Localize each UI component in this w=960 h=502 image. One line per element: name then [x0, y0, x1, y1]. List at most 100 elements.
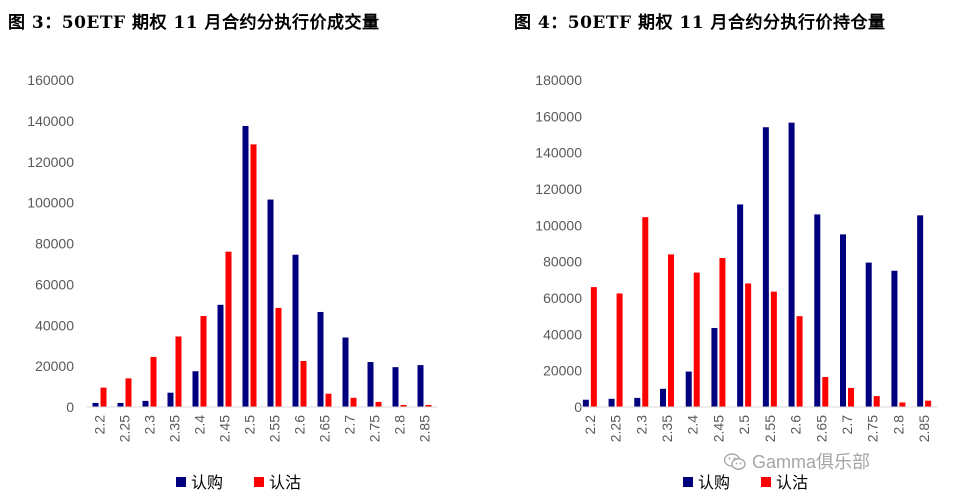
legend-swatch-put — [254, 477, 264, 487]
y-tick-label: 100000 — [27, 195, 74, 211]
call-bar — [737, 204, 744, 407]
y-tick-label: 20000 — [35, 358, 74, 374]
x-tick-label: 2.25 — [608, 415, 624, 442]
call-bar — [891, 270, 898, 407]
call-bar — [267, 199, 274, 407]
x-tick-label: 2.2 — [582, 415, 598, 435]
legend-swatch-call — [176, 477, 186, 487]
x-tick-label: 2.45 — [217, 415, 233, 442]
x-tick-label: 2.5 — [242, 415, 258, 435]
x-tick-label: 2.8 — [392, 415, 408, 435]
put-bar — [175, 336, 182, 407]
x-tick-label: 2.55 — [267, 415, 283, 442]
call-bar — [865, 262, 872, 407]
x-tick-label: 2.65 — [813, 415, 829, 442]
put-bar — [668, 254, 674, 407]
call-bar — [167, 392, 174, 407]
call-bar — [142, 400, 149, 407]
call-bar — [582, 399, 589, 407]
x-tick-label: 2.75 — [367, 415, 383, 442]
call-bar — [788, 122, 795, 408]
put-bar — [225, 251, 232, 407]
put-bar — [642, 217, 649, 407]
call-bar — [711, 327, 718, 407]
y-tick-label: 140000 — [535, 145, 582, 161]
x-tick-label: 2.25 — [117, 415, 133, 442]
call-bar — [192, 371, 199, 407]
put-bar — [100, 387, 107, 407]
x-tick-label: 2.45 — [710, 415, 726, 442]
call-bar — [660, 388, 666, 407]
x-tick-label: 2.7 — [342, 415, 358, 435]
y-tick-label: 80000 — [35, 236, 74, 252]
call-bar — [342, 337, 349, 407]
x-tick-label: 2.6 — [292, 415, 308, 435]
x-tick-label: 2.35 — [167, 415, 183, 442]
y-tick-label: 140000 — [27, 113, 74, 129]
legend-label-call: 认购 — [698, 474, 730, 492]
put-bar — [200, 316, 207, 407]
put-bar — [925, 400, 932, 407]
chart-title-open-interest: 图 4：50ETF 期权 11 月合约分执行价持仓量 — [514, 13, 886, 33]
put-bar — [400, 404, 407, 407]
y-tick-label: 40000 — [543, 326, 582, 342]
put-bar — [719, 258, 726, 407]
x-tick-label: 2.3 — [142, 415, 158, 435]
put-bar — [125, 378, 132, 407]
y-tick-label: 20000 — [543, 363, 582, 379]
put-bar — [250, 144, 257, 408]
y-tick-label: 160000 — [27, 72, 74, 88]
put-bar — [275, 307, 282, 407]
put-bar — [848, 387, 854, 407]
y-tick-label: 60000 — [543, 290, 582, 306]
y-tick-label: 100000 — [535, 217, 582, 233]
put-bar — [425, 404, 432, 407]
put-bar — [350, 397, 357, 407]
legend-swatch-call — [683, 477, 693, 487]
x-tick-label: 2.75 — [865, 415, 881, 442]
y-tick-label: 40000 — [35, 317, 74, 333]
y-tick-label: 80000 — [543, 254, 582, 270]
call-bar — [917, 215, 924, 407]
x-tick-label: 2.4 — [192, 415, 208, 435]
call-bar — [814, 214, 821, 407]
call-bar — [762, 127, 769, 407]
put-bar — [616, 293, 623, 407]
legend-swatch-put — [761, 477, 771, 487]
legend-label-call: 认购 — [191, 474, 223, 492]
call-bar — [367, 362, 374, 407]
put-bar — [150, 356, 157, 407]
x-tick-label: 2.2 — [92, 415, 108, 435]
y-tick-label: 180000 — [535, 72, 582, 88]
y-tick-label: 120000 — [27, 154, 74, 170]
put-bar — [375, 401, 382, 407]
put-bar — [796, 316, 803, 407]
call-bar — [317, 311, 324, 407]
put-bar — [300, 361, 307, 407]
x-tick-label: 2.55 — [762, 415, 778, 442]
call-bar — [242, 125, 249, 407]
put-bar — [325, 393, 332, 407]
legend-label-put: 认沽 — [776, 474, 808, 492]
call-bar — [608, 398, 615, 407]
call-bar — [117, 402, 124, 407]
put-bar — [899, 402, 906, 407]
wechat-icon — [724, 453, 746, 470]
volume-bar-chart: 0 20000 40000 60000 80000 100000 120000 140000 1… — [27, 72, 437, 492]
open-interest-bar-chart: 0200004000060000800001000001200001400001… — [535, 72, 937, 492]
x-tick-label: 2.8 — [890, 415, 906, 435]
y-tick-label: 160000 — [535, 108, 582, 124]
x-tick-label: 2.85 — [916, 415, 932, 442]
y-tick-label: 0 — [66, 399, 74, 415]
call-bar — [217, 304, 224, 407]
x-tick-label: 2.5 — [736, 415, 752, 435]
put-bar — [770, 291, 777, 407]
y-tick-label: 120000 — [535, 181, 582, 197]
x-tick-label: 2.4 — [685, 415, 701, 435]
x-tick-label: 2.7 — [839, 415, 855, 435]
call-bar — [685, 371, 692, 407]
put-bar — [693, 272, 700, 407]
y-tick-label: 60000 — [35, 276, 74, 292]
call-bar — [840, 234, 846, 407]
put-bar — [873, 396, 880, 407]
